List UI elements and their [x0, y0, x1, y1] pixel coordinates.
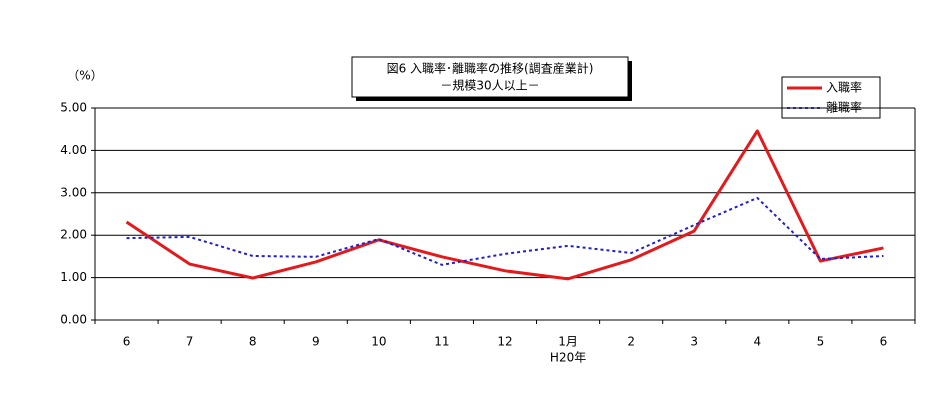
- y-tick-label: 4.00: [60, 143, 87, 157]
- x-tick-label: 12: [497, 335, 512, 349]
- chart-title: 図6 入職率･離職率の推移(調査産業計): [387, 61, 594, 76]
- x-tick-label: 5: [817, 335, 825, 349]
- x-tick-label: 6: [123, 335, 131, 349]
- x-tick-label: 8: [249, 335, 257, 349]
- series-line: [126, 196, 884, 266]
- x-tick-label: 1月: [558, 335, 578, 349]
- legend-box: [781, 76, 881, 119]
- y-tick-label: 5.00: [60, 101, 87, 115]
- x-tick-label: 10: [371, 335, 386, 349]
- x-tick-label: 3: [690, 335, 698, 349]
- y-tick-label: 3.00: [60, 185, 87, 199]
- chart-subtitle: －規模30人以上－: [440, 78, 539, 93]
- y-tick-label: 2.00: [60, 228, 87, 242]
- x-tick-label: 7: [186, 335, 194, 349]
- y-tick-label: 0.00: [60, 313, 87, 327]
- x-tick-label: 6: [880, 335, 888, 349]
- legend-label: 離職率: [826, 100, 862, 115]
- x-tick-label: 2: [627, 335, 635, 349]
- series-line: [125, 129, 884, 281]
- x-tick-label: 11: [434, 335, 449, 349]
- title-box: [351, 56, 629, 98]
- y-tick-label: 1.00: [60, 270, 87, 284]
- x-tick-label: 4: [753, 335, 761, 349]
- x-annotation: H20年: [550, 351, 586, 365]
- y-axis-label: （%）: [67, 69, 102, 83]
- legend-label: 入職率: [826, 80, 862, 95]
- x-tick-label: 9: [312, 335, 320, 349]
